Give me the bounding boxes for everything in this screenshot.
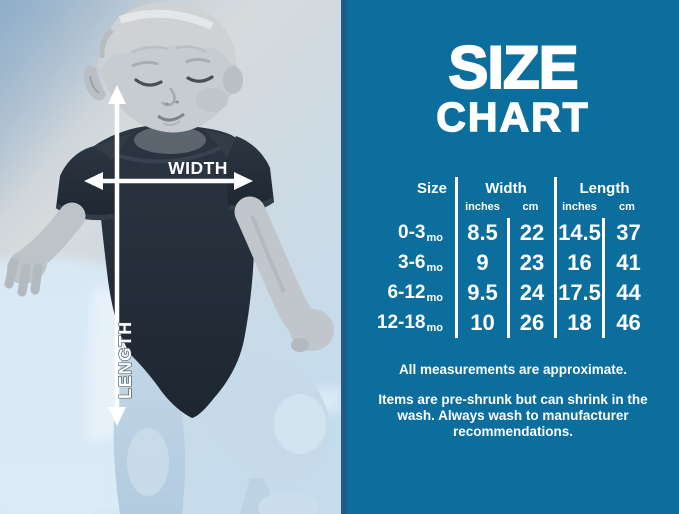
width-inches-cell: 8.5: [455, 217, 507, 248]
width-inches-cell: 9: [455, 247, 507, 278]
title-size: SIZE: [447, 34, 579, 101]
size-cell: 6-12 mo: [387, 281, 443, 304]
baby-illustration: WIDTH LENGTH: [0, 0, 341, 514]
width-cm-cell: 24: [507, 277, 554, 308]
size-table: Size Width Length inches cm inches cm 0-…: [347, 176, 674, 338]
table-row: 6-12 mo 9.5 24 17.5 44: [369, 277, 674, 308]
length-cm-cell: 46: [602, 307, 652, 338]
table-row: 3-6 mo 9 23 16 41: [369, 247, 674, 278]
length-cm-cell: 44: [602, 277, 652, 308]
width-cm-cell: 22: [507, 217, 554, 248]
length-label: LENGTH: [115, 321, 135, 399]
length-inches-cell: 14.5: [554, 217, 602, 248]
subheader-spacer: [369, 201, 455, 218]
table-header-row: Size Width Length: [369, 176, 674, 201]
width-label: WIDTH: [168, 158, 228, 178]
length-inches-cell: 16: [554, 247, 602, 278]
size-cell: 3-6 mo: [398, 251, 443, 274]
subheader-width-cm: cm: [522, 200, 539, 213]
subheader-length-cm: cm: [619, 200, 635, 213]
baby-head: [84, 2, 243, 154]
baby-onesie: [55, 124, 275, 418]
size-chart-panel: SIZE CHART Size Width Length inches cm i…: [347, 0, 679, 514]
width-inches-cell: 9.5: [455, 277, 507, 308]
table-row: 0-3 mo 8.5 22 14.5 37: [369, 217, 674, 248]
page-title: SIZE CHART: [347, 34, 679, 141]
length-cm-cell: 41: [602, 247, 652, 278]
width-cm-cell: 23: [507, 247, 554, 278]
table-subheader-row: inches cm inches cm: [369, 200, 674, 218]
width-inches-cell: 10: [455, 307, 507, 338]
baby-arms: [4, 196, 334, 352]
step-stool: [0, 257, 341, 514]
title-chart: CHART: [436, 94, 590, 141]
width-arrow: [84, 172, 253, 190]
length-cm-cell: 37: [602, 217, 652, 248]
length-inches-cell: 17.5: [554, 277, 602, 308]
size-cell: 12-18 mo: [376, 311, 443, 334]
subheader-length-inches: inches: [554, 200, 602, 218]
size-cell: 0-3 mo: [398, 221, 443, 244]
table-row: 12-18 mo 10 26 18 46: [369, 307, 674, 338]
subheader-width-inches: inches: [455, 200, 507, 218]
width-cm-cell: 26: [507, 307, 554, 338]
size-table-body: 0-3 mo 8.5 22 14.5 37 3-6 mo 9 23 16 41 6-12 mo 9.5 24 1…: [369, 217, 674, 338]
col-header-width: Width: [455, 176, 554, 201]
baby-photo: WIDTH LENGTH: [0, 0, 341, 514]
note-approximate: All measurements are approximate.: [398, 361, 628, 377]
length-inches-cell: 18: [554, 307, 602, 338]
col-header-length: Length: [554, 176, 652, 201]
col-header-size: Size: [416, 180, 447, 198]
note-preshrunk: Items are pre-shrunk but can shrink in t…: [378, 391, 648, 439]
length-arrow: [108, 85, 126, 426]
divider-stripe: [341, 0, 347, 514]
